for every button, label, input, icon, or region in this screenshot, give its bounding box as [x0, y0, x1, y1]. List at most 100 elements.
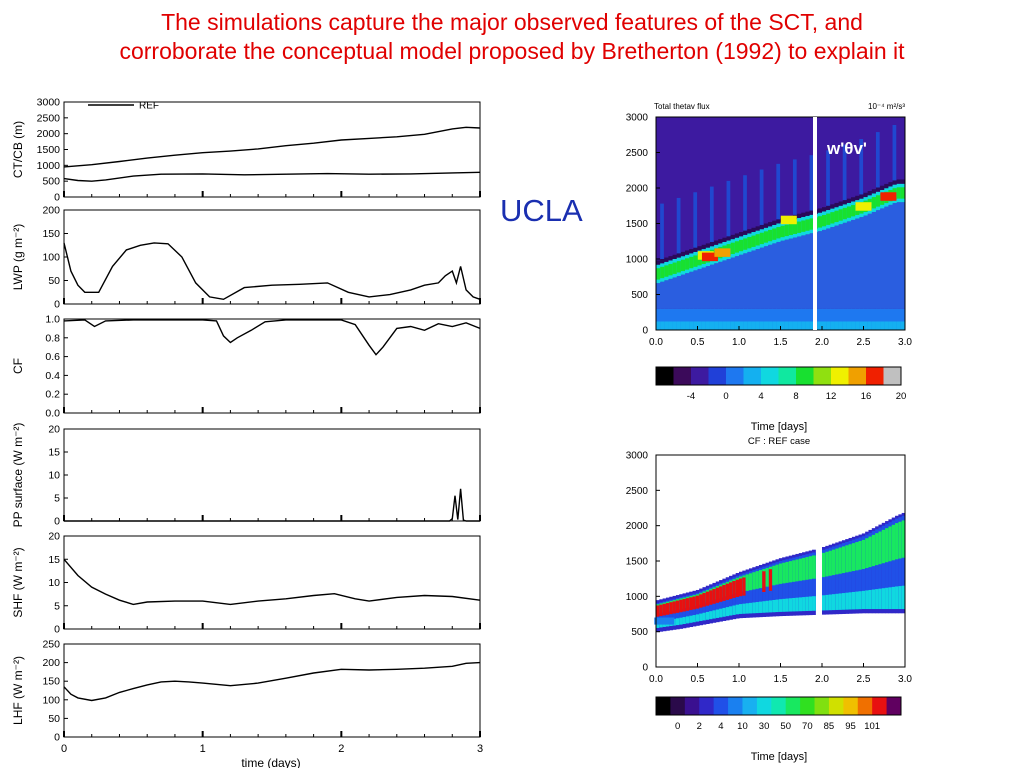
cf-cell: [729, 582, 733, 599]
heat-cell: [763, 223, 769, 228]
x-tick-label: 1.0: [732, 337, 746, 348]
y-tick-label: 2000: [37, 128, 61, 140]
heat-cell: [730, 234, 736, 240]
colorbar-swatch: [656, 367, 674, 385]
heat-cell: [726, 180, 731, 237]
heat-cell: [875, 195, 881, 207]
heat-cell: [834, 202, 840, 208]
cf-cell: [838, 544, 843, 610]
y-tick-label: 2000: [626, 184, 649, 195]
cf-cell: [752, 602, 757, 614]
heat-cell: [676, 253, 682, 258]
heat-cell: [751, 227, 757, 233]
heat-cell: [739, 321, 744, 330]
heat-cell: [859, 139, 864, 195]
cf-cell: [748, 573, 753, 591]
cf-cell: [845, 592, 850, 610]
heat-cell: [867, 213, 873, 309]
heat-hotspot: [880, 192, 897, 201]
cf-cell: [825, 594, 830, 611]
heat-cell: [880, 185, 885, 190]
heat-cell: [668, 263, 674, 276]
colorbar-label: 95: [845, 721, 856, 732]
heat-cell: [776, 163, 781, 220]
heat-cell: [805, 219, 811, 231]
heat-cell: [672, 308, 678, 330]
colorbar-swatch: [778, 367, 797, 385]
heat-cell: [801, 308, 806, 330]
cf-cell: [782, 560, 786, 612]
y-tick-label: 1500: [37, 144, 61, 156]
x-tick-label: 0: [61, 743, 67, 755]
heat-cell: [685, 308, 690, 330]
y-tick-label: 0.2: [45, 389, 60, 401]
heat-cell: [714, 263, 719, 309]
heat-cell: [680, 321, 686, 330]
series-line-1: [64, 488, 480, 522]
cf-cell: [901, 585, 906, 610]
heat-cell: [776, 227, 781, 239]
heat-cell: [689, 249, 694, 254]
colorbar-swatch: [708, 367, 727, 385]
cf-cell: [788, 558, 793, 612]
cf-cell: [755, 568, 760, 614]
cf-cell: [742, 603, 747, 614]
cf-cell: [768, 569, 773, 591]
cf-cell: [855, 542, 860, 571]
colorbar-label: 4: [718, 721, 723, 732]
heat-cell: [689, 321, 694, 330]
heat-cell: [718, 321, 723, 330]
cf-cell: [831, 594, 836, 611]
cf-cell: [898, 586, 903, 610]
x-tick-label: 2.0: [815, 674, 829, 685]
heat-cell: [797, 321, 802, 330]
heat-cell: [822, 214, 827, 227]
heat-cell: [763, 246, 769, 309]
cf-cell: [865, 590, 869, 610]
heat-cell: [834, 210, 840, 223]
y-tick-label: 1000: [626, 255, 649, 266]
y-tick-label: 20: [48, 531, 60, 543]
cf-cell: [695, 595, 700, 609]
heat-cell: [759, 321, 765, 330]
heat-cell: [668, 321, 674, 330]
heat-cell: [784, 321, 790, 330]
heat-cell: [884, 308, 889, 330]
cf-cell: [772, 565, 777, 586]
heat-cell: [676, 261, 682, 273]
heat-cell: [846, 206, 852, 218]
cf-cell: [778, 561, 783, 612]
y-tick-label: 100: [42, 252, 60, 264]
cf-cell: [735, 579, 740, 597]
cf-cell: [888, 526, 893, 562]
heat-cell: [660, 259, 665, 264]
heat-cell: [680, 251, 686, 257]
heat-cell: [855, 308, 860, 330]
cf-cell: [865, 534, 869, 610]
heat-cell: [701, 321, 707, 330]
colorbar-swatch: [831, 367, 849, 385]
heat-cell: [788, 223, 794, 236]
heat-cell: [768, 229, 773, 242]
heat-cell: [739, 308, 744, 330]
heat-cell: [672, 262, 678, 274]
y-axis-label: LWP (g m⁻²): [11, 224, 25, 291]
heat-cell: [709, 186, 714, 242]
cf-x-axis-label: Time [days]: [751, 751, 807, 763]
y-tick-label: 0: [54, 192, 60, 204]
heat-cell: [863, 192, 869, 198]
cf-header: CF : REF case: [748, 436, 810, 447]
heat-cell: [859, 217, 864, 309]
y-tick-label: 15: [48, 554, 60, 566]
cf-cell: [672, 601, 677, 614]
heat-cell: [892, 321, 898, 330]
heat-cell: [797, 236, 802, 309]
x-tick-label: 3.0: [898, 337, 912, 348]
heat-cell: [755, 249, 761, 309]
colorbar-swatch: [800, 697, 816, 715]
cf-cell: [725, 607, 730, 617]
heat-cell: [759, 247, 765, 309]
cf-cell: [891, 520, 896, 610]
heat-cell: [875, 308, 881, 330]
heat-cell: [743, 253, 748, 309]
